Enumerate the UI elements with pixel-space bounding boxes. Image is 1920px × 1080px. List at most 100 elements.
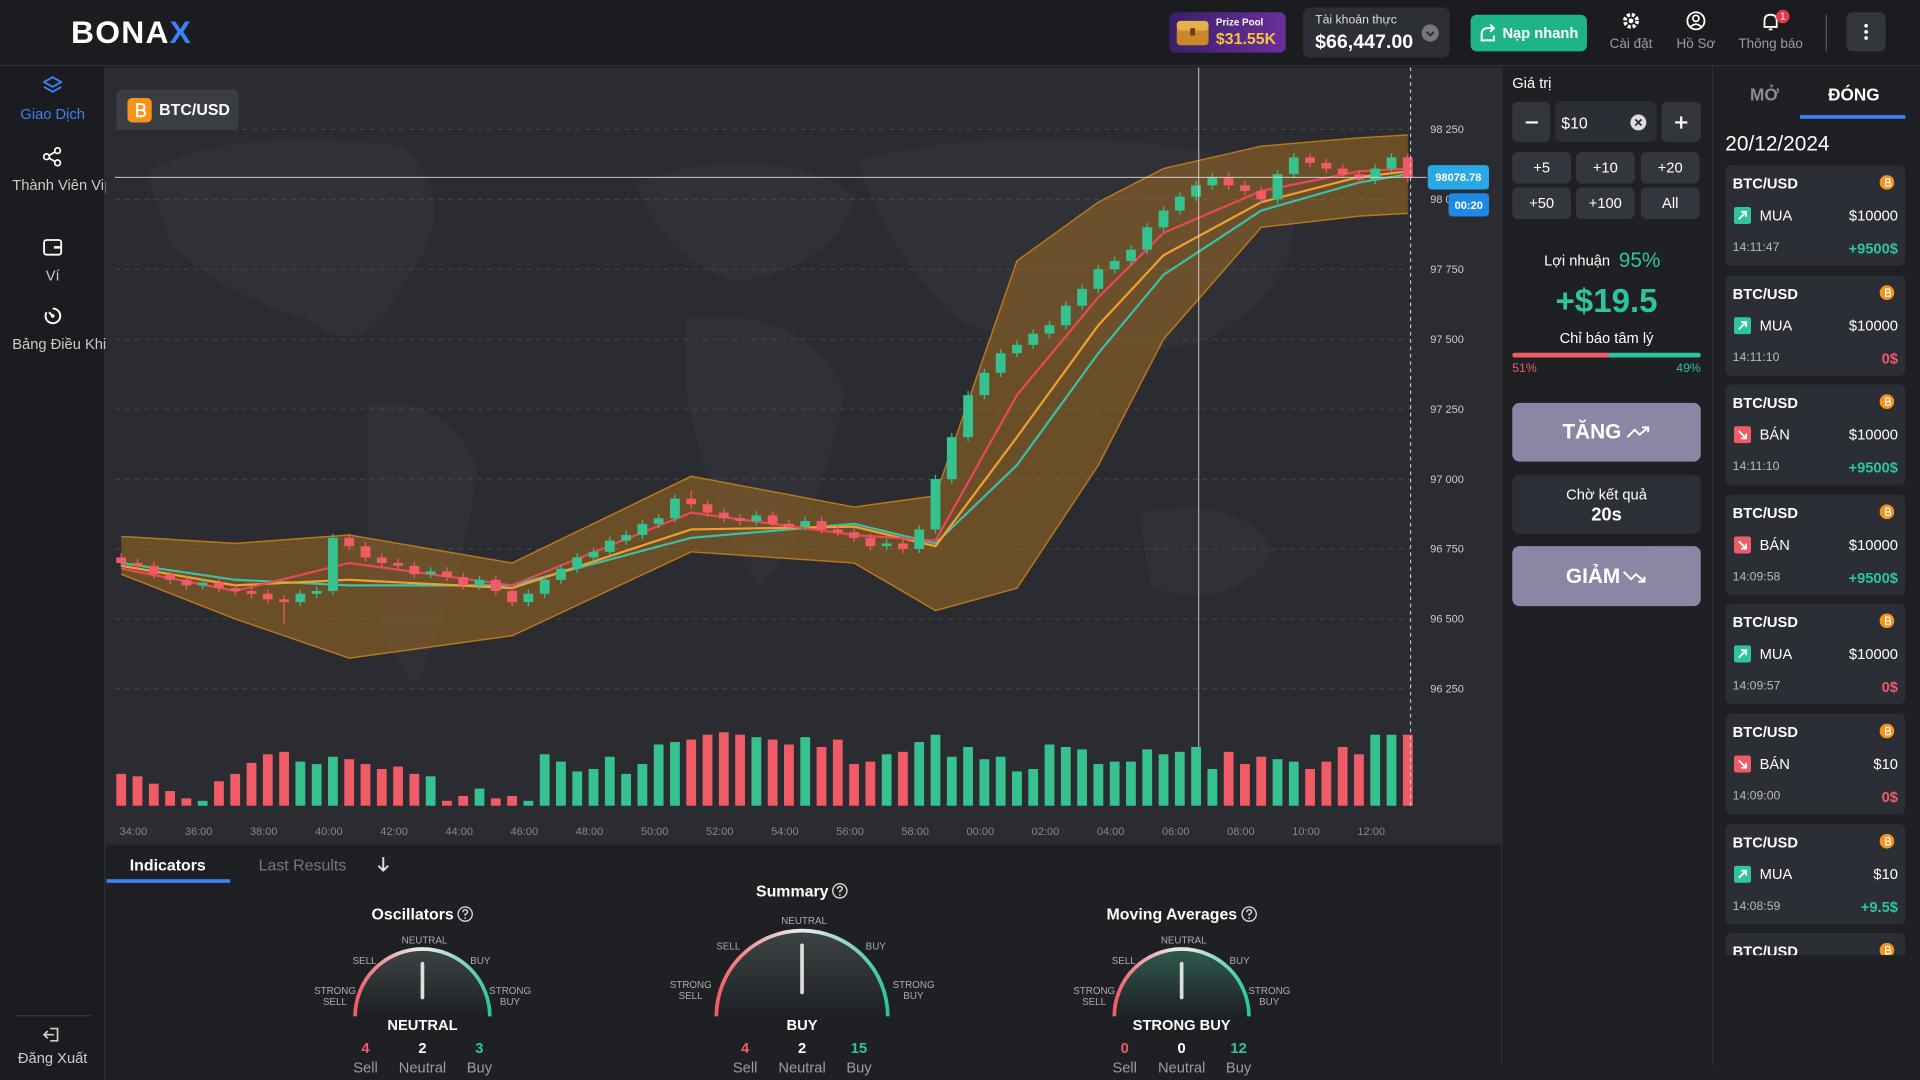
tab-indicators[interactable]: Indicators (129, 855, 206, 875)
nav-item[interactable]: Thành Viên Vip (0, 146, 112, 208)
logout-button[interactable]: Đăng Xuất (0, 1025, 104, 1069)
clear-icon[interactable] (1630, 114, 1647, 131)
nav-item[interactable]: Bảng Điều Khiển (0, 306, 123, 367)
settings-button[interactable]: Cài đặt (1604, 10, 1658, 57)
trade-pair: BTC/USD (1732, 943, 1798, 956)
x-tick-label: 42:00 (380, 826, 408, 838)
trade-amount: $10000 (1848, 426, 1898, 444)
plus-button[interactable] (1661, 101, 1701, 143)
sentiment-sell: 51% (1512, 362, 1537, 376)
help-icon[interactable] (832, 883, 848, 899)
trade-card[interactable]: BTC/USD MUA $10 14:08:59 +9.5$ (1725, 823, 1906, 924)
candle-body (1077, 288, 1087, 306)
minus-button[interactable] (1512, 101, 1551, 143)
volume-bar (979, 759, 990, 806)
amount-input[interactable]: $10 (1555, 101, 1657, 143)
header (0, 0, 1920, 67)
trade-card[interactable]: BTC/USD (1725, 933, 1906, 956)
nav-item[interactable]: Ví (0, 238, 104, 299)
tab-open[interactable]: MỞ (1750, 84, 1779, 105)
menu-button[interactable] (1846, 12, 1886, 52)
volume-bar (181, 798, 192, 806)
sentiment-label: Chỉ báo tâm lý (1559, 329, 1654, 347)
quick-amount[interactable]: +50 (1512, 187, 1572, 220)
trade-card[interactable]: BTC/USD BÁN $10000 14:09:58 +9500$ (1725, 494, 1906, 595)
volume-bar (1288, 761, 1299, 806)
x-tick-label: 04:00 (1097, 826, 1125, 838)
band-edge (120, 212, 1408, 659)
logo-main: BONA (71, 13, 170, 51)
profit-label: Lợi nhuận (1544, 252, 1611, 270)
volume-bar (214, 781, 224, 806)
deposit-button[interactable]: Nạp nhanh (1470, 14, 1587, 52)
trade-pair: BTC/USD (1732, 394, 1798, 412)
sentiment-buy-bar (1608, 352, 1701, 358)
gauge-scale-label: STRONG BUY (892, 979, 935, 1002)
candle-body (1370, 168, 1381, 180)
tab-closed[interactable]: ĐÓNG (1828, 84, 1880, 105)
volume-bar (1370, 734, 1381, 806)
x-tick-label: 10:00 (1292, 826, 1320, 838)
candle-body (735, 518, 745, 522)
volume-bar (442, 800, 452, 806)
candle-body (1337, 168, 1348, 175)
x-tick-label: 08:00 (1227, 826, 1255, 838)
account-box[interactable]: Tài khoản thực $66,447.00 (1302, 7, 1450, 58)
up-button[interactable]: TĂNG (1512, 402, 1701, 462)
download-icon[interactable] (376, 856, 391, 873)
notifications-button[interactable]: 1 Thông báo (1734, 9, 1807, 57)
quick-amount[interactable]: +20 (1640, 151, 1700, 184)
coin-icon (1879, 504, 1895, 519)
volume-bar (670, 742, 680, 806)
quick-amount[interactable]: +10 (1575, 151, 1635, 184)
trade-time: 14:11:10 (1732, 460, 1780, 475)
candle-body (718, 512, 729, 519)
volume-bar (751, 737, 762, 806)
gear-icon (1623, 12, 1639, 29)
quick-amount[interactable]: All (1640, 187, 1700, 220)
trade-card[interactable]: BTC/USD MUA $10000 14:11:47 +9500$ (1725, 165, 1906, 266)
trade-card[interactable]: BTC/USD BÁN $10000 14:11:10 +9500$ (1725, 384, 1906, 486)
tab-last-results[interactable]: Last Results (258, 855, 347, 875)
volume-bar (393, 766, 403, 806)
prize-pool[interactable]: Prize Pool $31.55K (1169, 12, 1286, 53)
volume-bar (735, 734, 745, 806)
x-tick-label: 40:00 (315, 826, 343, 838)
down-button[interactable]: GIẢM (1512, 546, 1701, 607)
waiting-box: Chờ kết quả 20s (1512, 475, 1701, 534)
volume-bar (621, 773, 631, 806)
volume-bar (539, 754, 550, 806)
candle-body (1402, 157, 1413, 178)
volume-bar (1028, 768, 1039, 806)
trade-pair: BTC/USD (1732, 723, 1798, 741)
profile-button[interactable]: Hồ Sơ (1669, 10, 1723, 57)
gauge-scale-label: NEUTRAL (781, 914, 827, 926)
gauge-title-text: Oscillators (371, 904, 454, 924)
trade-time: 14:09:00 (1732, 789, 1781, 804)
candle-body (1288, 157, 1299, 175)
pair-badge[interactable]: BTC/USD (116, 89, 239, 130)
trade-card[interactable]: BTC/USD MUA $10000 14:11:10 0$ (1725, 275, 1906, 376)
nav-item[interactable]: Giao Dịch (0, 76, 104, 137)
candle-body (1093, 269, 1104, 289)
x-tick-label: 46:00 (511, 826, 539, 838)
logo[interactable]: BONAX (71, 16, 192, 48)
trade-card[interactable]: BTC/USD BÁN $10 14:09:00 0$ (1725, 713, 1906, 815)
quick-amount[interactable]: +5 (1512, 151, 1572, 184)
help-icon[interactable] (457, 906, 474, 922)
candle-body (539, 579, 550, 594)
tab-underline (106, 879, 231, 883)
prize-pool-label: Prize Pool (1215, 17, 1264, 29)
candle-body (881, 543, 892, 547)
help-icon[interactable] (1241, 906, 1257, 922)
quick-amount[interactable]: +100 (1575, 187, 1635, 220)
candle-body (1158, 210, 1169, 228)
trade-card[interactable]: BTC/USD MUA $10000 14:09:57 0$ (1725, 604, 1906, 705)
coin-icon (1879, 284, 1895, 300)
volume-bar (132, 776, 143, 806)
candle-body (262, 593, 273, 600)
candle-body (148, 565, 159, 575)
trade-result: 0$ (1881, 678, 1898, 696)
direction-icon (1733, 536, 1752, 554)
x-tick-label: 58:00 (901, 826, 929, 838)
